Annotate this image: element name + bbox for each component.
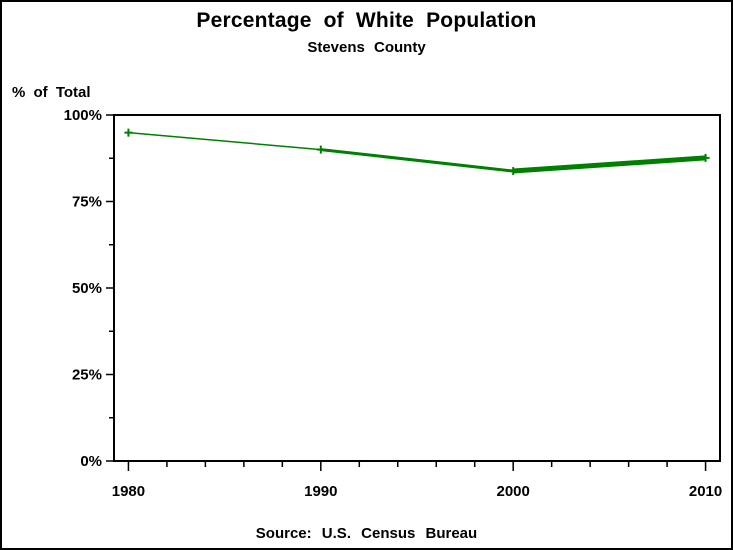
x-tick-label: 2000 [497, 483, 530, 500]
plot-frame [113, 114, 721, 462]
source-note: Source: U.S. Census Bureau [255, 525, 478, 542]
y-tick-label: 0% [80, 453, 102, 470]
y-tick-label: 100% [64, 107, 102, 124]
x-tick-label: 1980 [112, 483, 145, 500]
chart-title: Percentage of White Population [196, 9, 537, 32]
series-line-segment [128, 131, 321, 151]
y-tick-label: 50% [72, 280, 102, 297]
x-tick-label: 1990 [304, 483, 337, 500]
series-line-segment [513, 155, 706, 174]
y-tick-label: 25% [72, 367, 102, 384]
x-tick-label: 2010 [689, 483, 722, 500]
chart-subtitle: Stevens County [307, 39, 426, 56]
y-axis-title: % of Total [12, 84, 91, 101]
series-line-segment [320, 148, 514, 173]
y-tick-label: 75% [72, 194, 102, 211]
